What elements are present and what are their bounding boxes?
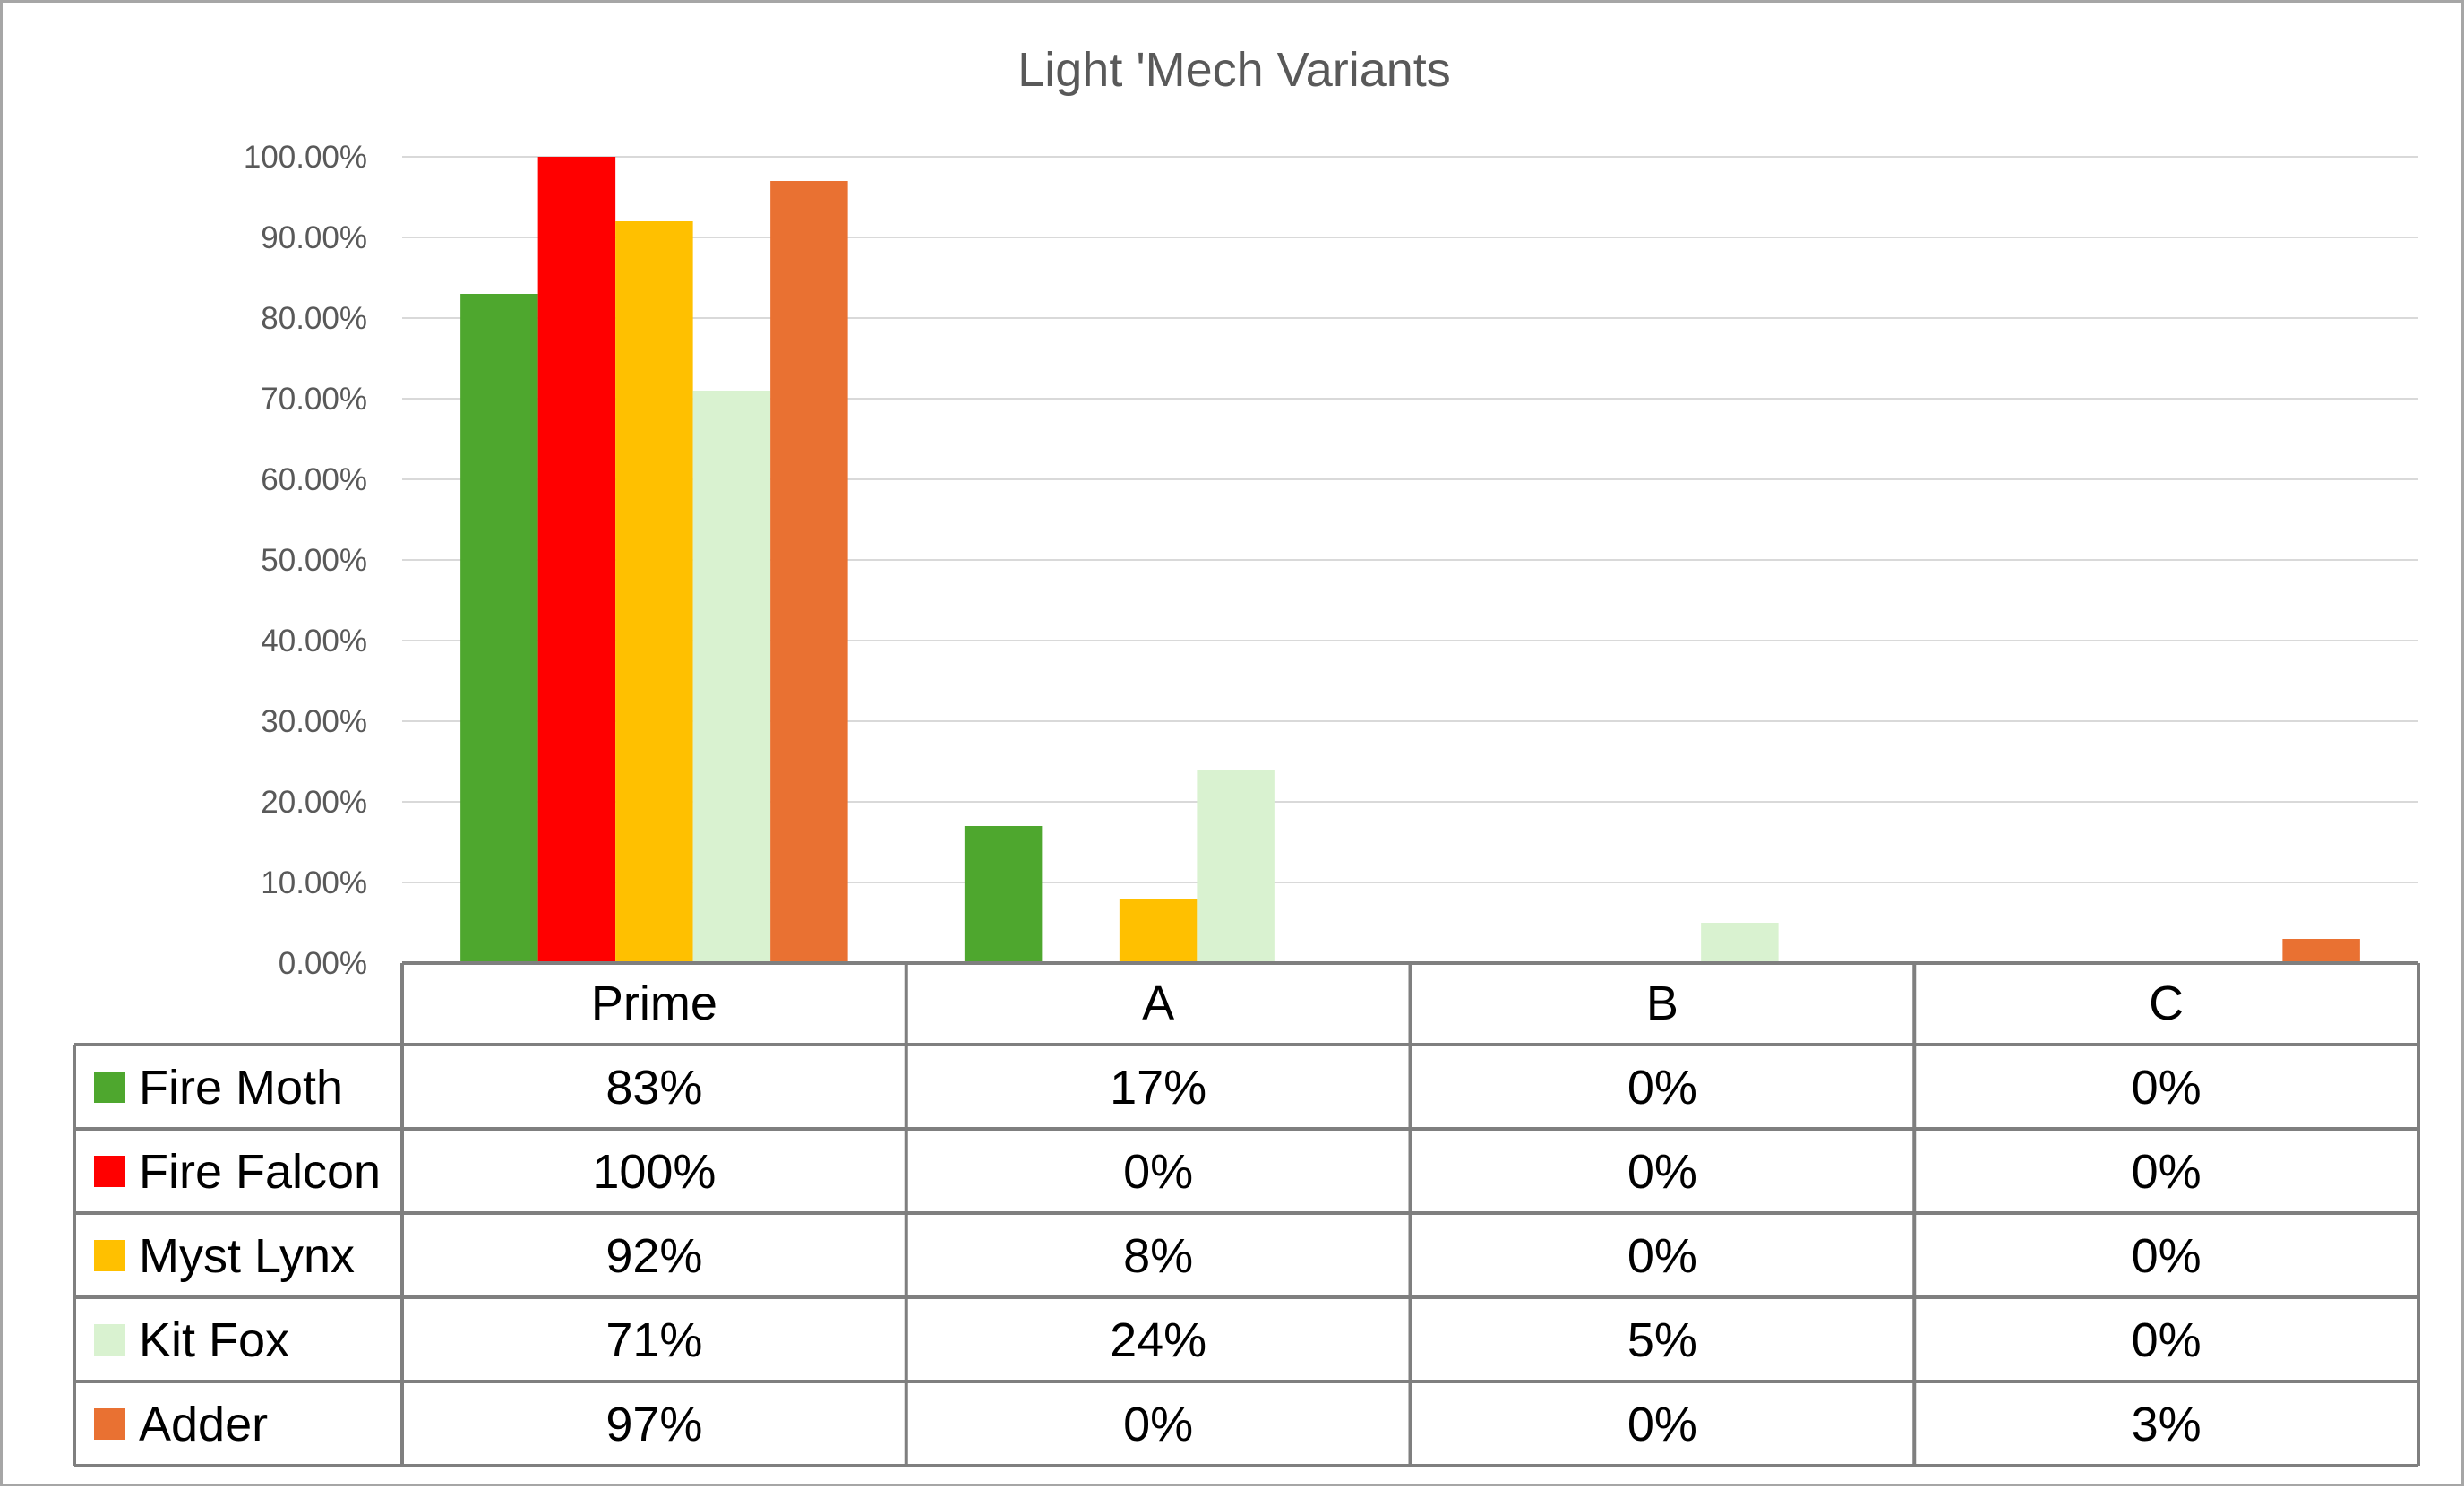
data-label: 8% <box>1123 1229 1193 1283</box>
y-tick-label: 100.00% <box>244 140 367 175</box>
data-label: 0% <box>1627 1398 1697 1451</box>
category-label: B <box>1646 977 1678 1030</box>
bar <box>692 391 771 963</box>
data-label: 24% <box>1110 1313 1206 1367</box>
category-label: Prime <box>591 977 717 1030</box>
data-label: 97% <box>605 1398 702 1451</box>
bar <box>2282 939 2360 963</box>
legend-key <box>94 1156 125 1187</box>
legend-key <box>94 1324 125 1356</box>
series-name: Fire Moth <box>139 1061 343 1115</box>
chart-title: Light 'Mech Variants <box>1017 43 1451 97</box>
y-tick-label: 10.00% <box>261 865 367 900</box>
data-label: 71% <box>605 1313 702 1367</box>
bar <box>770 181 848 963</box>
data-label: 0% <box>2132 1061 2202 1115</box>
y-tick-label: 60.00% <box>261 462 367 497</box>
category-label: A <box>1142 977 1174 1030</box>
data-label: 0% <box>2132 1229 2202 1283</box>
category-label: C <box>2149 977 2184 1030</box>
data-label: 3% <box>2132 1398 2202 1451</box>
series-name: Myst Lynx <box>139 1229 355 1283</box>
legend-key <box>94 1240 125 1271</box>
chart-svg: Light 'Mech Variants 0.00% 10.00% 20.00% 30… <box>73 43 2420 1467</box>
y-tick-label: 80.00% <box>261 301 367 336</box>
bar <box>1701 923 1779 963</box>
bar <box>537 157 616 963</box>
data-label: 0% <box>1627 1145 1697 1199</box>
data-label: 5% <box>1627 1313 1697 1367</box>
data-label: 0% <box>2132 1145 2202 1199</box>
data-label: 0% <box>2132 1313 2202 1367</box>
y-axis-tick-labels: 0.00% 10.00% 20.00% 30.00% 40.00% 50.00% 60.00… <box>244 140 367 981</box>
bar <box>615 221 693 963</box>
bars <box>460 157 2360 963</box>
data-label: 17% <box>1110 1061 1206 1115</box>
y-tick-label: 70.00% <box>261 382 367 417</box>
bar <box>1119 899 1198 963</box>
data-label: 0% <box>1627 1229 1697 1283</box>
data-label: 0% <box>1627 1061 1697 1115</box>
series-name: Adder <box>139 1398 268 1451</box>
bar <box>460 294 538 963</box>
y-tick-label: 30.00% <box>261 704 367 739</box>
y-tick-label: 90.00% <box>261 220 367 255</box>
y-tick-label: 50.00% <box>261 543 367 578</box>
data-label: 83% <box>605 1061 702 1115</box>
data-label: 0% <box>1123 1145 1193 1199</box>
y-tick-label: 40.00% <box>261 624 367 658</box>
data-label: 100% <box>592 1145 716 1199</box>
series-name: Kit Fox <box>139 1313 289 1367</box>
series-name: Fire Falcon <box>139 1145 381 1199</box>
data-label: 0% <box>1123 1398 1193 1451</box>
legend-key <box>94 1408 125 1440</box>
bar <box>1197 770 1275 963</box>
bar <box>964 826 1043 963</box>
data-label: 92% <box>605 1229 702 1283</box>
y-tick-label: 0.00% <box>279 946 367 981</box>
data-table: Prime A B C Fire Moth 83% 17% 0% 0% Fire Falcon 10… <box>73 961 2420 1467</box>
y-tick-label: 20.00% <box>261 785 367 820</box>
legend-key <box>94 1072 125 1103</box>
